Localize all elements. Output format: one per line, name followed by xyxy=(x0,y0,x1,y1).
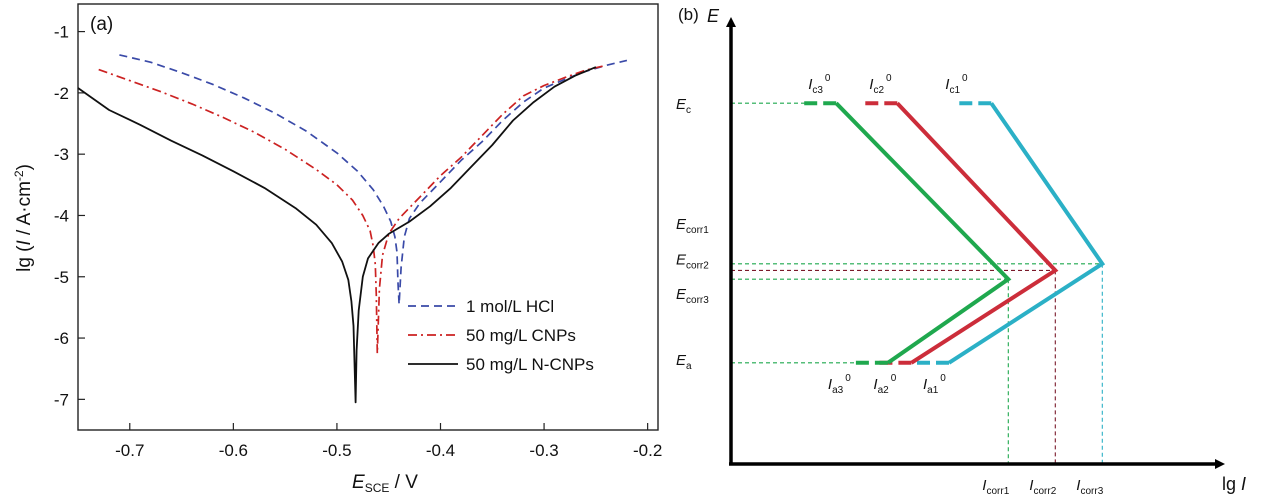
series-lines xyxy=(77,54,628,404)
panel-a-tafel-plot: (a) -0.7 -0.6 -0.5 -0.4 -0.3 -0.2 -1-2-3-4-5-… xyxy=(12,3,662,495)
y-tick-label: -6 xyxy=(54,329,69,348)
polarization-line-2 xyxy=(895,101,1059,365)
panel-label-b: (b) xyxy=(678,5,699,24)
guide-dashed-lines xyxy=(731,102,1103,464)
y-tick-label: -2 xyxy=(54,84,69,103)
corrosion-current-label: Icorr2 xyxy=(1029,477,1056,497)
legend-label: 1 mol/L HCl xyxy=(466,297,554,316)
x-axis-label-lg-I: lg I xyxy=(1222,474,1246,494)
x-tick-label: -0.4 xyxy=(426,441,455,460)
diagram-labels: Ec Ecorr1 Ecorr2 Ecorr3 Ea Ic30 Ic20 Ic10 Ia30 Ia… xyxy=(676,73,1104,497)
legend: 1 mol/L HCl 50 mg/L CNPs 50 mg/L N-CNPs xyxy=(408,297,594,374)
y-axis-label: lg (I / A·cm-2) xyxy=(12,164,35,272)
corrosion-current-label: Icorr3 xyxy=(1076,477,1103,497)
e-level-label: Ecorr1 xyxy=(676,216,709,236)
x-tick-label: -0.2 xyxy=(633,441,662,460)
e-level-label: Ecorr3 xyxy=(676,286,709,306)
x-tick-label: -0.6 xyxy=(219,441,248,460)
x-tick-label: -0.3 xyxy=(529,441,558,460)
x-tick-label: -0.5 xyxy=(322,441,351,460)
x-tick-label: -0.7 xyxy=(115,441,144,460)
e-level-label: Ea xyxy=(676,352,692,372)
series-line-3 xyxy=(77,66,597,404)
legend-label: 50 mg/L N-CNPs xyxy=(466,355,594,374)
e-level-label: Ec xyxy=(676,96,691,116)
y-tick-label: -4 xyxy=(54,206,69,225)
corrosion-current-label: Icorr1 xyxy=(982,477,1009,497)
e-level-label: Ecorr2 xyxy=(676,251,709,271)
y-axis-label-E: E xyxy=(707,6,720,26)
y-tick-label: -5 xyxy=(54,268,69,287)
panel-b-evans-diagram: (b) E lg I Ec Ecorr1 Ecorr2 Ecorr3 Ea Ic30 Ic2… xyxy=(676,5,1246,497)
cathodic-exchange-label: Ic30 xyxy=(808,73,831,96)
panel-label-a: (a) xyxy=(90,14,113,35)
y-tick-label: -1 xyxy=(54,23,69,42)
y-tick-label: -7 xyxy=(54,390,69,409)
polarization-line-3 xyxy=(834,101,1012,365)
polarization-lines xyxy=(804,101,1106,365)
y-axis-ticks: -1 -2 -3 -4 -5 -6 -7 xyxy=(54,23,85,409)
x-axis-label: ESCE / V xyxy=(352,472,418,495)
cathodic-exchange-label: Ic20 xyxy=(869,73,892,96)
anodic-exchange-label: Ia10 xyxy=(923,373,946,396)
cathodic-exchange-label: Ic10 xyxy=(945,73,968,96)
series-line-1 xyxy=(119,54,628,306)
x-axis-ticks: -0.7 -0.6 -0.5 -0.4 -0.3 -0.2 xyxy=(115,423,662,460)
anodic-exchange-label: Ia20 xyxy=(873,373,896,396)
y-tick-label: -3 xyxy=(54,145,69,164)
polarization-line-1 xyxy=(947,102,1106,365)
legend-label: 50 mg/L CNPs xyxy=(466,326,576,345)
series-line-2 xyxy=(98,64,607,355)
anodic-exchange-label: Ia30 xyxy=(828,373,851,396)
plot-frame xyxy=(77,3,659,431)
